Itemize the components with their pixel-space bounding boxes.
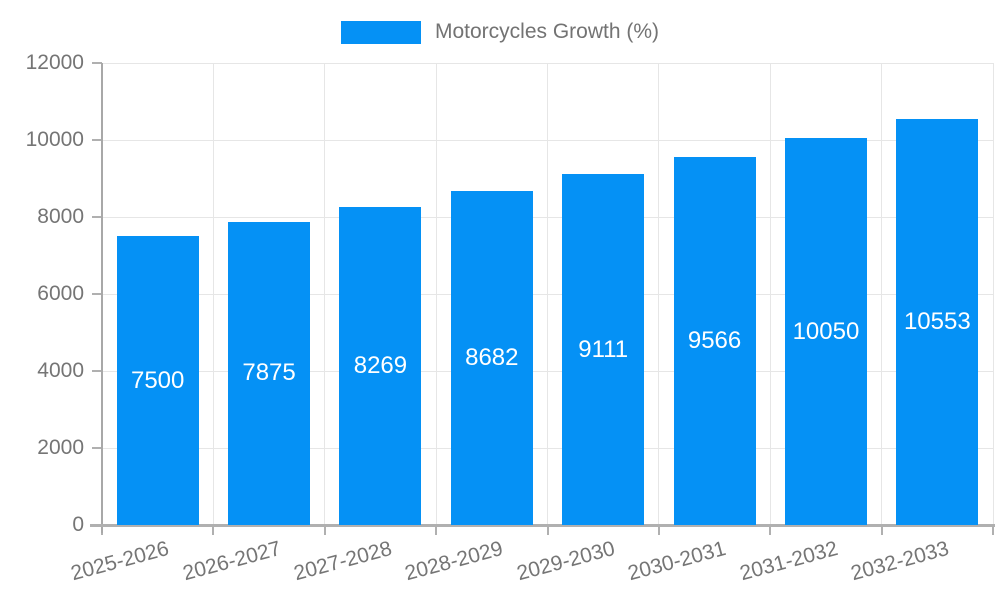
y-axis-tick [92, 447, 102, 449]
gridline-vertical [212, 63, 214, 525]
x-axis-tick [880, 525, 883, 535]
bar-2029-2030[interactable]: 9111 [562, 174, 645, 525]
y-axis-tick-label: 2000 [37, 436, 84, 459]
legend: Motorcycles Growth (%) [0, 20, 1000, 44]
bar-value-label: 7875 [242, 359, 296, 387]
gridline-vertical [324, 63, 326, 525]
y-axis-tick-label: 8000 [37, 205, 84, 228]
bar-value-label: 9566 [687, 326, 742, 354]
bar-value-label: 10050 [792, 317, 860, 345]
x-axis-tick [435, 525, 438, 535]
y-axis-tick-label: 6000 [37, 282, 84, 305]
gridline-vertical [881, 63, 883, 525]
y-axis-tick [92, 370, 102, 372]
gridline-vertical [658, 63, 660, 525]
x-axis-category-label: 2028-2029 [402, 537, 506, 586]
y-axis-tick-label: 12000 [25, 51, 84, 74]
y-axis-tick-label: 4000 [37, 359, 84, 382]
x-axis-category-label: 2032-2033 [848, 537, 952, 586]
y-axis-tick-label: 0 [72, 513, 84, 536]
gridline-vertical [769, 63, 771, 525]
bar-value-label: 9111 [578, 335, 629, 363]
y-axis-tick-label: 10000 [25, 128, 84, 151]
bar-value-label: 7500 [130, 366, 185, 394]
bar-2031-2032[interactable]: 10050 [784, 138, 867, 525]
x-axis-category-label: 2026-2027 [180, 537, 284, 586]
y-axis-tick [92, 216, 102, 218]
gridline-vertical [547, 63, 548, 525]
bar-2025-2026[interactable]: 7500 [116, 236, 199, 525]
y-axis-tick [92, 293, 102, 295]
x-axis-tick [546, 525, 549, 535]
bar-value-label: 8682 [465, 343, 519, 371]
gridline-vertical [992, 63, 994, 525]
x-axis-tick [657, 525, 660, 535]
x-axis-category-label: 2025-2026 [68, 537, 172, 586]
bar-2026-2027[interactable]: 7875 [228, 221, 311, 525]
x-axis-category-label: 2027-2028 [291, 537, 395, 586]
x-axis-tick [992, 525, 994, 535]
y-axis-line [101, 63, 103, 533]
legend-swatch[interactable] [340, 20, 421, 44]
bar-value-label: 10553 [903, 307, 971, 335]
gridline-vertical [435, 63, 437, 525]
y-axis-tick [92, 62, 102, 64]
x-axis-category-label: 2030-2031 [625, 537, 729, 586]
bar-2030-2031[interactable]: 9566 [673, 156, 756, 525]
x-axis-category-label: 2031-2032 [736, 537, 840, 586]
y-axis-tick [92, 139, 102, 141]
bar-value-label: 8269 [353, 351, 408, 379]
x-axis-tick [769, 525, 772, 535]
bar-2027-2028[interactable]: 8269 [339, 206, 422, 525]
legend-label: Motorcycles Growth (%) [434, 20, 660, 43]
x-axis-line [90, 524, 995, 527]
bar-2028-2029[interactable]: 8682 [450, 190, 533, 525]
x-axis-category-label: 2029-2030 [514, 537, 618, 586]
bar-2032-2033[interactable]: 10553 [896, 118, 979, 525]
x-axis-tick [212, 525, 215, 535]
x-axis-tick [323, 525, 326, 535]
